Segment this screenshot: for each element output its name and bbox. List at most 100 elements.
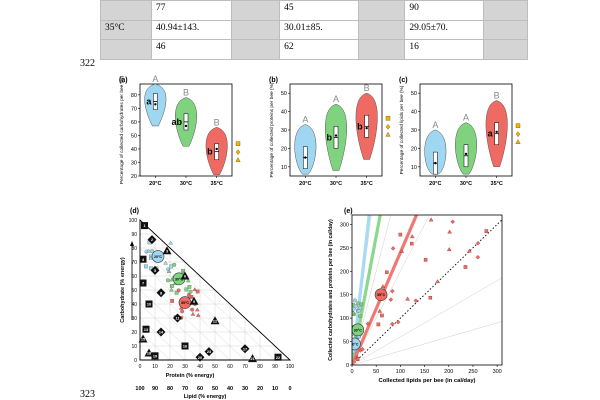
sub-letter: b bbox=[327, 132, 333, 142]
y-tick-label: 40 bbox=[281, 110, 287, 116]
significance-letter: A bbox=[333, 94, 339, 104]
x-tick-label: 20°C bbox=[149, 181, 161, 187]
data-point bbox=[144, 264, 148, 269]
data-point bbox=[396, 319, 401, 325]
panel-label: (e) bbox=[344, 208, 353, 215]
data-point bbox=[428, 295, 433, 300]
mean-point bbox=[434, 161, 437, 165]
diet-marker-label: 5 bbox=[154, 269, 156, 273]
data-point bbox=[166, 269, 172, 273]
data-point bbox=[150, 249, 155, 254]
protein-tick-label: 100 bbox=[286, 364, 295, 370]
line-number: 322 bbox=[80, 58, 95, 69]
table-cell: 16 bbox=[404, 39, 484, 60]
data-point bbox=[185, 278, 191, 283]
significance-letter: B bbox=[183, 88, 189, 98]
data-point bbox=[170, 299, 175, 303]
carb-tick-label: 10 bbox=[131, 344, 137, 350]
y-tick-label: 100 bbox=[340, 316, 349, 322]
carb-tick-label: 40 bbox=[131, 302, 137, 308]
data-point bbox=[169, 287, 174, 292]
significance-letter: A bbox=[463, 113, 469, 123]
centroid-label: 35°C bbox=[181, 301, 189, 305]
data-point bbox=[380, 284, 386, 288]
y-tick-label: 0 bbox=[346, 363, 349, 369]
y-tick-label: 80 bbox=[131, 93, 137, 99]
y-tick-label: 30 bbox=[281, 128, 287, 134]
table-cell: 40.94±143. bbox=[151, 19, 233, 41]
data-point bbox=[146, 248, 152, 253]
axis-arrowhead bbox=[130, 241, 134, 246]
diet-marker bbox=[145, 300, 153, 308]
diet-marker bbox=[240, 344, 250, 354]
y-tick-label: 50 bbox=[131, 133, 137, 139]
data-point bbox=[405, 296, 410, 301]
protein-tick-label: 20 bbox=[167, 364, 173, 370]
data-point bbox=[192, 287, 197, 292]
plot-area: 20°C 30°C 35°C bbox=[350, 215, 502, 365]
x-tick-label: 30°C bbox=[180, 181, 192, 187]
violin-panel-a: (a) 20 30 40 50 60 70 80 Percentage of collected… bbox=[119, 74, 241, 187]
significance-letter: A bbox=[432, 120, 438, 130]
diet-marker bbox=[139, 279, 147, 287]
diet-marker bbox=[195, 352, 205, 362]
diet-marker bbox=[144, 348, 154, 357]
data-point bbox=[353, 298, 357, 303]
y-tick-label: 40 bbox=[411, 110, 417, 116]
y-tick-label: 50 bbox=[281, 91, 287, 97]
diet-marker bbox=[142, 325, 150, 333]
centroid-marker bbox=[374, 288, 388, 301]
diet-marker-label: 16 bbox=[183, 345, 187, 349]
x-tick-label: 35°C bbox=[361, 181, 373, 187]
data-point bbox=[423, 258, 428, 262]
protein-tick-label: 80 bbox=[257, 364, 263, 370]
diet-marker-label: 8 bbox=[160, 291, 162, 295]
diet-marker-label: 1 bbox=[143, 224, 145, 228]
x-tick-label: 0 bbox=[350, 369, 353, 375]
carb-tick-label: 30 bbox=[131, 316, 137, 322]
data-point bbox=[169, 264, 173, 269]
sub-letter: a bbox=[146, 97, 152, 107]
data-point bbox=[484, 229, 489, 233]
diet-marker-label: 6 bbox=[184, 275, 186, 279]
data-point bbox=[435, 279, 440, 284]
diet-marker-label: 17 bbox=[243, 347, 247, 351]
guide-line bbox=[352, 277, 502, 365]
table-cell: 62 bbox=[279, 39, 359, 60]
diet-marker bbox=[274, 353, 282, 361]
data-point bbox=[148, 255, 154, 260]
carb-tick-label: 90 bbox=[131, 232, 137, 238]
table-cell bbox=[231, 0, 281, 21]
carb-tick-label: 80 bbox=[131, 246, 137, 252]
y-tick-label: 60 bbox=[131, 120, 137, 126]
x-tick-label: 200 bbox=[444, 369, 453, 375]
x-tick-label: 50 bbox=[373, 369, 379, 375]
significance-letter: B bbox=[214, 117, 220, 127]
data-point bbox=[355, 357, 360, 361]
data-point bbox=[359, 302, 364, 307]
data-point bbox=[450, 219, 455, 224]
significance-letter: A bbox=[152, 74, 158, 84]
lipid-tick-label: 20 bbox=[257, 386, 263, 392]
x-tick-label: 100 bbox=[396, 369, 405, 375]
violin-panel-b: (b) 10 20 30 40 50 Percentage of collected pro… bbox=[269, 77, 391, 187]
x-tick-label: 30°C bbox=[330, 181, 342, 187]
data-point bbox=[475, 255, 481, 260]
diet-marker-label: 18 bbox=[147, 352, 151, 356]
data-point bbox=[172, 262, 177, 267]
centroid-label: 20°C bbox=[350, 342, 358, 346]
grid-line bbox=[139, 275, 231, 361]
diet-marker-label: 13 bbox=[144, 328, 148, 332]
panel-label: (c) bbox=[399, 77, 408, 84]
table-row: 35°C 40.94±143. 30.01±85. 29.05±70. bbox=[99, 19, 529, 41]
y-tick-label: 20 bbox=[411, 146, 417, 152]
data-point bbox=[467, 248, 472, 253]
data-point bbox=[353, 304, 358, 309]
data-point bbox=[398, 232, 403, 237]
data-point bbox=[463, 265, 468, 269]
data-point bbox=[365, 321, 371, 326]
table-cell: 29.05±70. bbox=[404, 19, 484, 41]
data-point bbox=[190, 311, 196, 316]
data-point bbox=[399, 248, 404, 253]
data-point bbox=[188, 289, 193, 294]
